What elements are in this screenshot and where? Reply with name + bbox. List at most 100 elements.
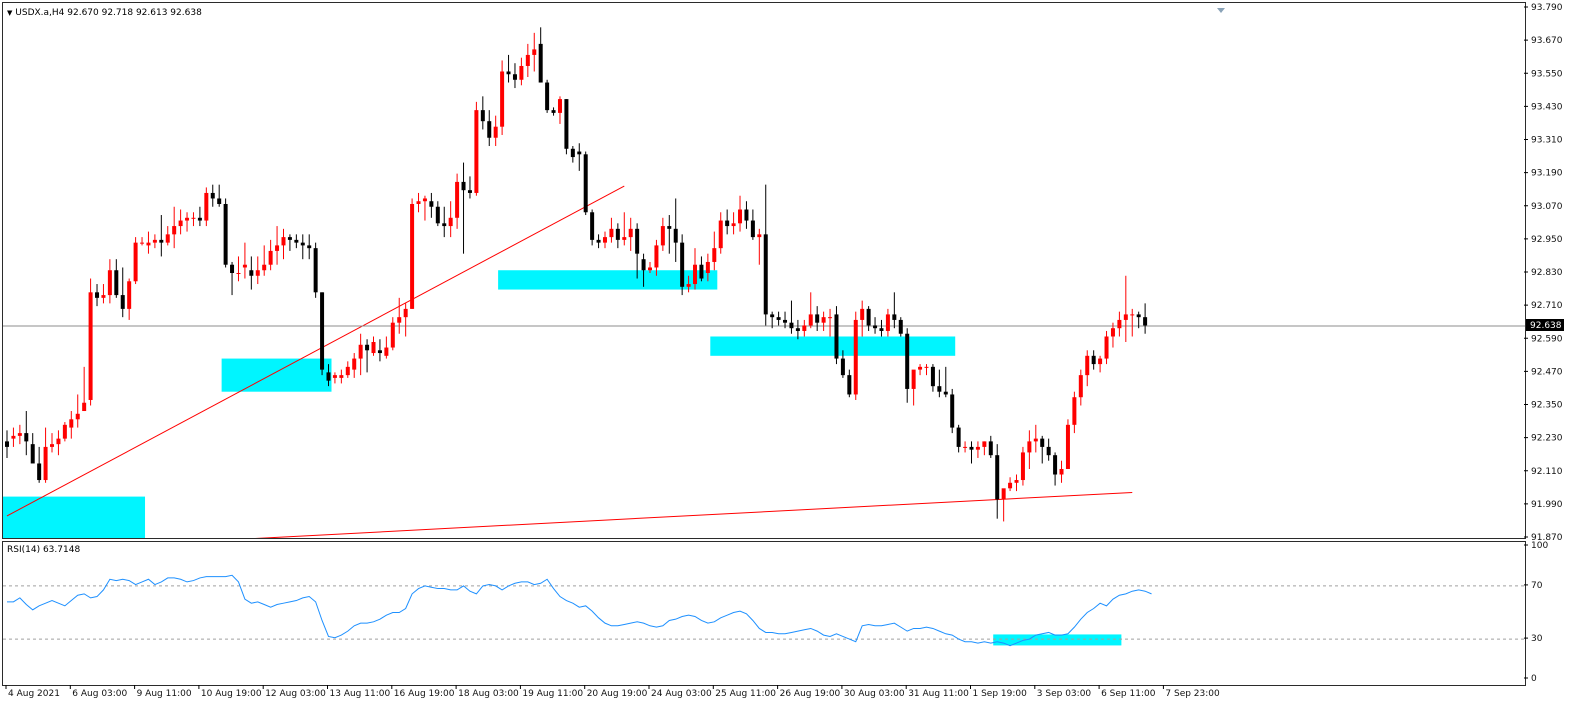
candle-body	[249, 270, 254, 276]
candle-body	[435, 206, 440, 224]
price-chart-panel[interactable]: ▼ USDX.a,H4 92.670 92.718 92.613 92.638	[2, 2, 1526, 539]
price-label: 92.590	[1531, 334, 1563, 344]
candle	[821, 311, 826, 331]
price-tag-bg	[1526, 319, 1564, 331]
candle-body	[178, 220, 183, 227]
candle-body	[377, 350, 382, 354]
candle-body	[840, 358, 845, 376]
candle-body	[236, 273, 241, 274]
price-label: 92.710	[1531, 301, 1563, 311]
candle-body	[416, 201, 421, 204]
candle	[88, 278, 93, 406]
candle	[442, 206, 447, 238]
rsi-oversold-zone	[993, 634, 1122, 646]
candle-body	[358, 344, 363, 359]
candle-body	[24, 433, 29, 442]
candle-body	[101, 295, 106, 298]
candle	[223, 198, 228, 268]
candle-body	[519, 65, 524, 80]
candle-body	[1001, 488, 1006, 500]
candle-body	[345, 366, 350, 376]
time-label: 6 Sep 11:00	[1101, 689, 1156, 699]
candle-body	[628, 228, 633, 238]
candle	[789, 300, 794, 334]
candle-body	[744, 209, 749, 221]
candle-body	[1078, 375, 1083, 398]
candle	[982, 441, 987, 456]
candle-body	[50, 444, 55, 447]
candle-body	[525, 54, 530, 66]
candle	[937, 369, 942, 398]
candle	[210, 184, 215, 207]
candle	[230, 261, 235, 296]
candle	[525, 43, 530, 78]
time-label: 7 Sep 23:00	[1165, 689, 1220, 699]
candle-body	[712, 248, 717, 262]
candle	[757, 228, 762, 265]
time-label: 3 Sep 03:00	[1037, 689, 1092, 699]
rsi-axis: 100 70 30 0	[1524, 541, 1548, 684]
candle-body	[461, 181, 466, 191]
candle	[69, 411, 74, 439]
price-label: 92.230	[1531, 434, 1563, 444]
candle-body	[95, 292, 100, 298]
time-label: 9 Aug 11:00	[137, 689, 192, 699]
candle	[50, 433, 55, 453]
candle-body	[75, 413, 80, 420]
candlesticks	[5, 27, 1148, 522]
candle	[1136, 311, 1141, 329]
candle	[120, 267, 125, 318]
candle-body	[320, 292, 325, 370]
candle-body	[268, 250, 273, 265]
rsi-zone-rect	[993, 634, 1122, 646]
candle-body	[995, 455, 1000, 500]
price-axis: 93.790 93.670 93.550 93.430 93.310 93.190 93.0…	[1524, 3, 1563, 543]
shift-marker-icon[interactable]	[1217, 8, 1225, 13]
rsi-panel[interactable]: RSI(14) 63.7148	[2, 541, 1526, 686]
candle	[1014, 474, 1019, 492]
candle-body	[275, 245, 280, 251]
candle	[487, 110, 492, 147]
candle-body	[1027, 441, 1032, 453]
price-label: 92.950	[1531, 235, 1563, 245]
candle-body	[622, 237, 627, 240]
candle-body	[1020, 452, 1025, 481]
candle-body	[667, 226, 672, 229]
candle	[802, 319, 807, 337]
candle	[963, 441, 968, 453]
candle	[506, 54, 511, 83]
time-label: 24 Aug 03:00	[651, 689, 712, 699]
candle	[532, 32, 537, 72]
candle	[924, 364, 929, 376]
candle	[435, 201, 440, 227]
candle-body	[390, 322, 395, 348]
rsi-label: 100	[1531, 541, 1548, 551]
candle-body	[1123, 314, 1128, 320]
time-label: 30 Aug 03:00	[844, 689, 905, 699]
candle-body	[56, 438, 61, 445]
candle	[287, 234, 292, 251]
candle	[969, 441, 974, 464]
candle	[339, 369, 344, 384]
candle	[1110, 322, 1115, 348]
price-label: 93.670	[1531, 36, 1563, 46]
dropdown-triangle-icon[interactable]: ▼	[7, 9, 13, 17]
candle	[5, 430, 9, 458]
candle	[731, 212, 736, 235]
candle-body	[120, 295, 125, 309]
candle	[1091, 350, 1096, 370]
candle-body	[1143, 317, 1148, 326]
candle	[596, 234, 601, 249]
time-label: 6 Aug 03:00	[72, 689, 127, 699]
candle	[545, 79, 550, 113]
candle	[673, 198, 678, 262]
candle-body	[1053, 455, 1058, 475]
time-label: 20 Aug 19:00	[587, 689, 648, 699]
candle	[480, 96, 485, 130]
candle	[127, 278, 132, 320]
candle-body	[1136, 314, 1141, 318]
candle-body	[963, 446, 968, 448]
candle	[455, 173, 460, 229]
candle	[500, 60, 505, 135]
candle-body	[532, 49, 537, 55]
